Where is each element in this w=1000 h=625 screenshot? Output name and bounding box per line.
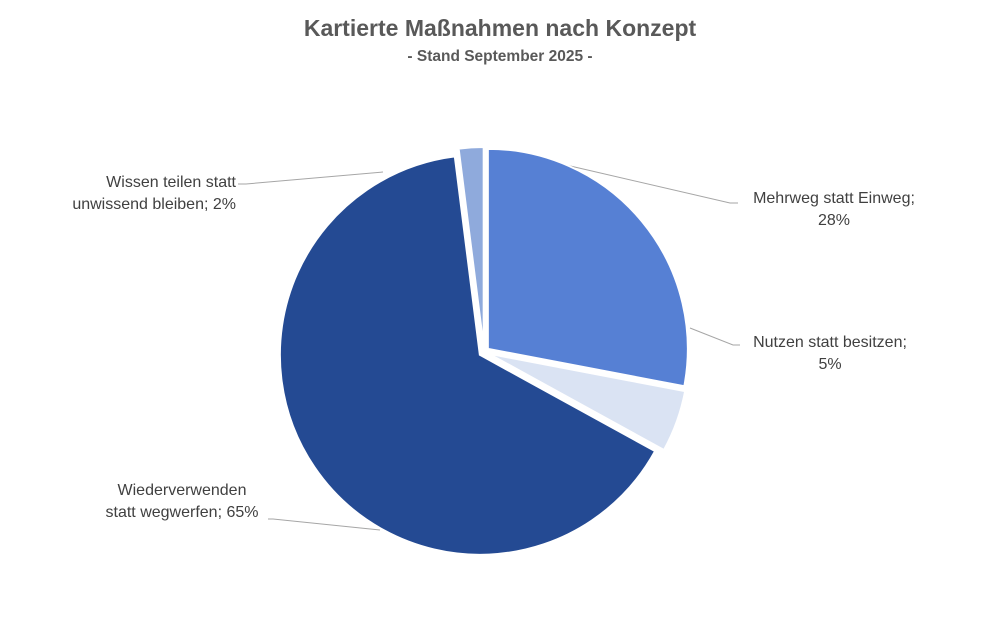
label-value: 5% xyxy=(818,356,842,373)
leader-line-wieder xyxy=(268,518,381,531)
chart-subtitle: - Stand September 2025 - xyxy=(407,48,593,65)
data-label-wissen: Wissen teilen statt unwissend bleiben; 2… xyxy=(40,172,236,216)
label-value: statt wegwerfen; 65% xyxy=(105,504,259,521)
data-label-nutzen: Nutzen statt besitzen; 5% xyxy=(740,332,920,376)
leader-line-wissen xyxy=(238,171,384,185)
leader-line-mehrweg xyxy=(565,164,738,204)
leader-line-nutzen xyxy=(689,327,740,346)
data-label-wiederverwenden: Wiederverwenden statt wegwerfen; 65% xyxy=(92,480,272,524)
label-value: 28% xyxy=(817,212,851,229)
slice-mehrweg xyxy=(486,147,689,388)
label-text: Wissen teilen statt xyxy=(106,174,236,191)
chart-title: Kartierte Maßnahmen nach Konzept xyxy=(303,15,697,41)
slice-wiederverwenden xyxy=(278,155,657,556)
label-text: Nutzen statt besitzen; xyxy=(753,334,907,351)
slice-nutzen xyxy=(488,352,687,452)
label-text: Wiederverwenden xyxy=(117,482,247,499)
slice-wissen xyxy=(457,146,485,348)
label-text: Mehrweg statt Einweg; xyxy=(753,190,915,207)
label-value: unwissend bleiben; 2% xyxy=(72,196,236,213)
data-label-mehrweg: Mehrweg statt Einweg; 28% xyxy=(738,188,930,232)
